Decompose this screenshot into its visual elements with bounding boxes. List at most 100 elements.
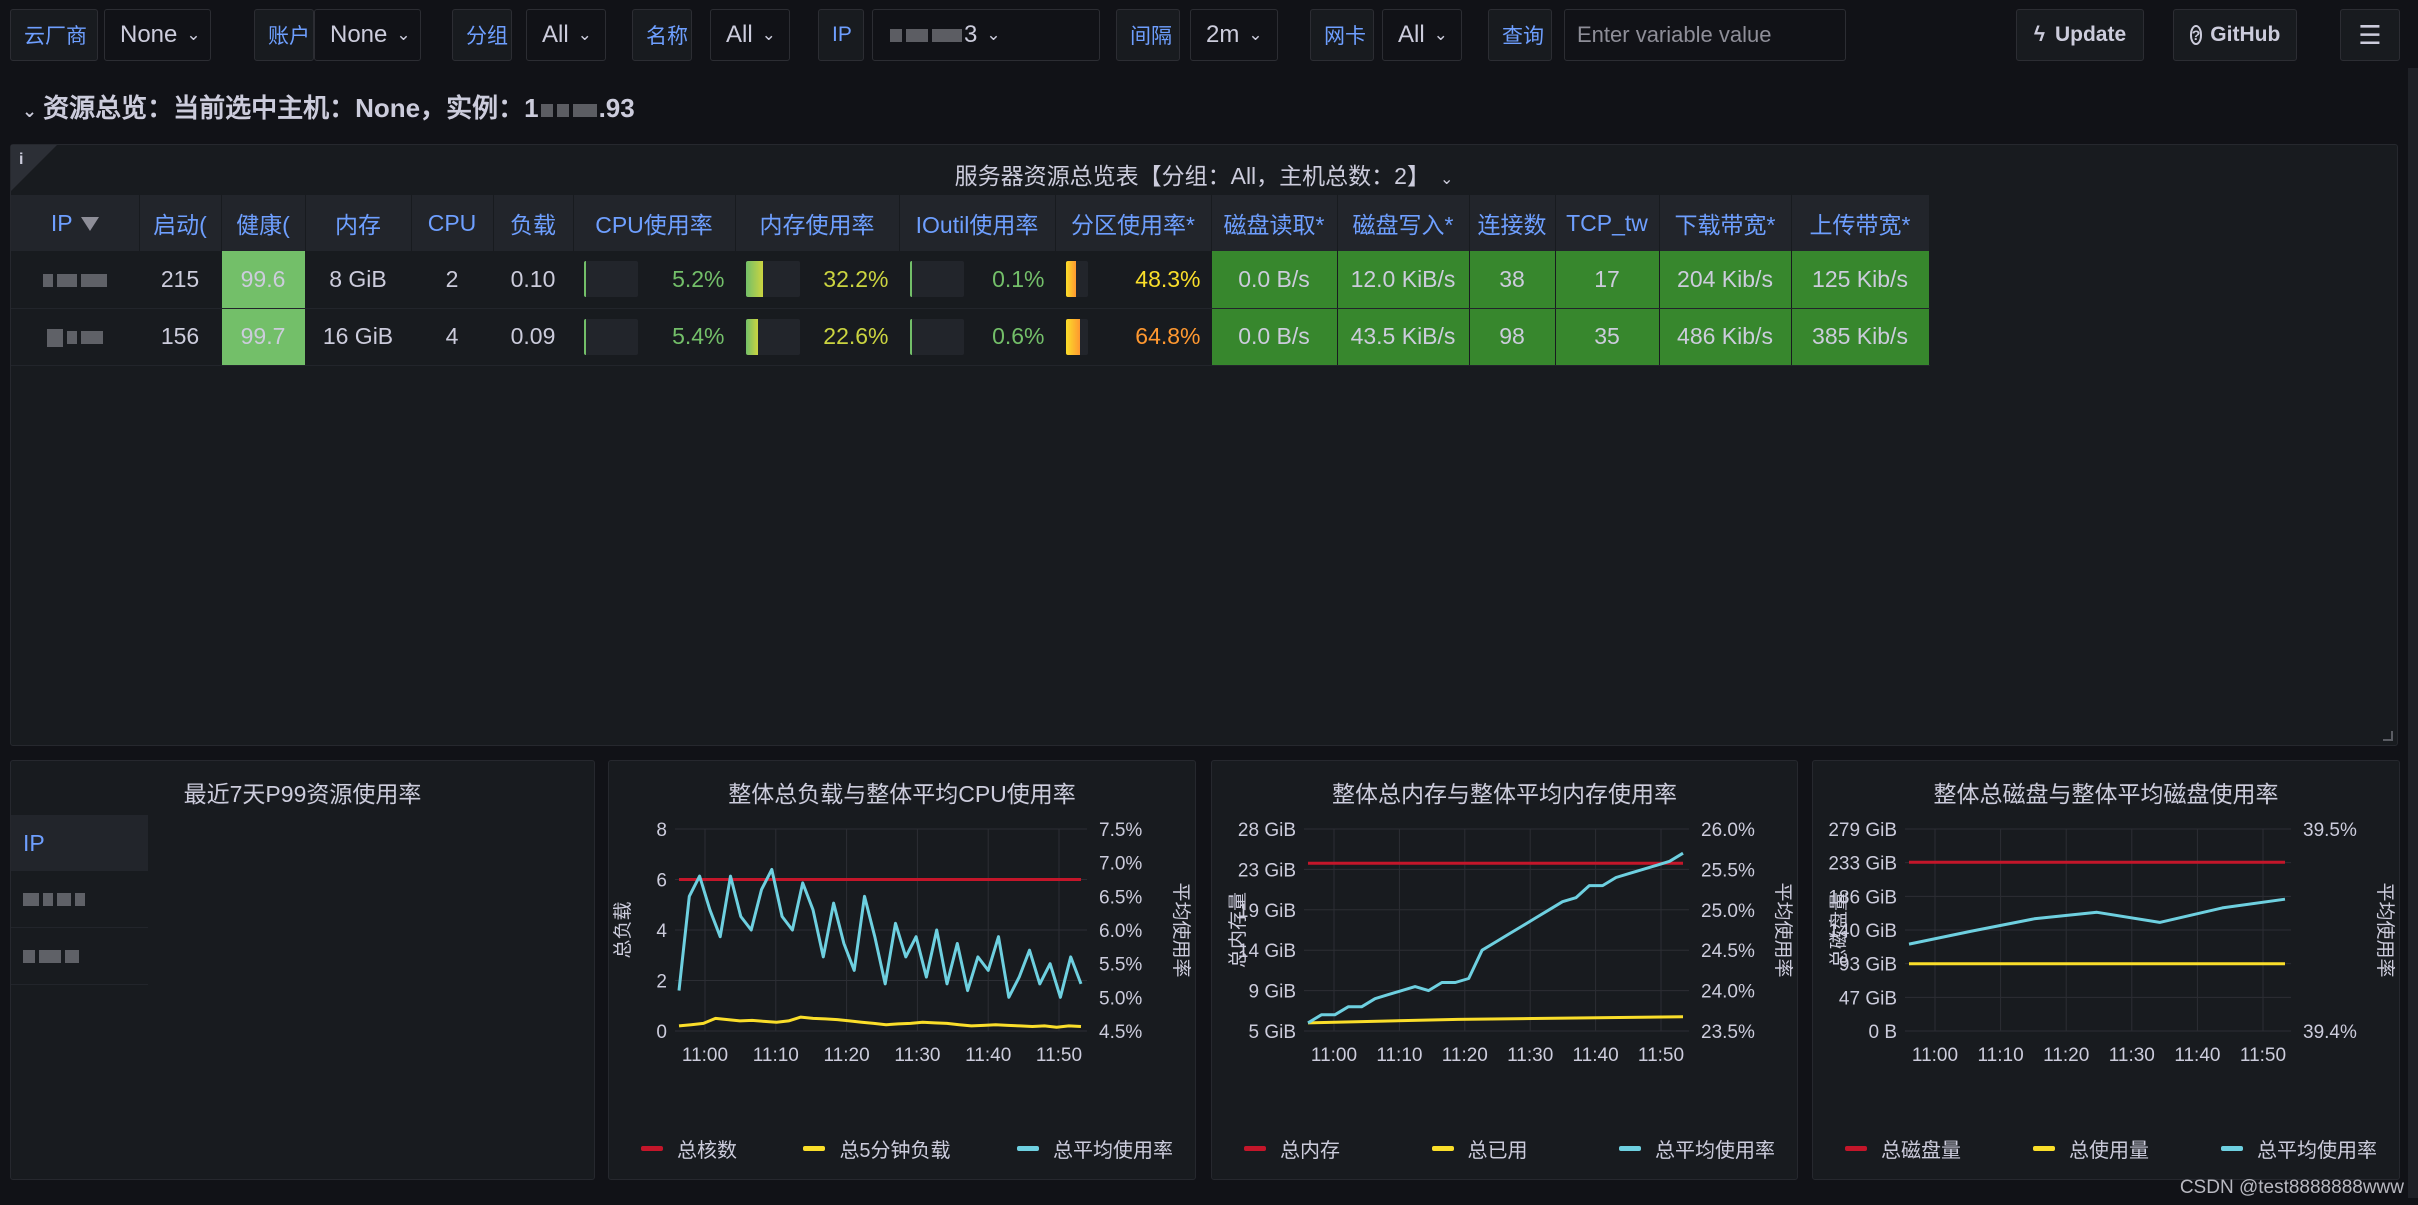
- var-select-interval[interactable]: 2m ⌄: [1190, 9, 1278, 61]
- col-header-ip[interactable]: IP: [11, 195, 140, 251]
- disk-chart-panel: 整体总磁盘与整体平均磁盘使用率 0 B 47 GiB 93 GiB 140 GiB 18…: [1812, 760, 2400, 1180]
- x-tick-label: 11:20: [2043, 1045, 2089, 1066]
- table-header-row: IP 启动( 健康( 内存 CPU 负载 CPU使用率 内存使用率 IOutil…: [11, 195, 1930, 251]
- col-header-cpu[interactable]: CPU: [411, 195, 494, 251]
- col-header-tcp-tw[interactable]: TCP_tw: [1555, 195, 1660, 251]
- query-input[interactable]: Enter variable value: [1564, 9, 1846, 61]
- y-tick-label: 47 GiB: [1839, 988, 1897, 1009]
- x-tick-label: 11:10: [753, 1045, 799, 1066]
- info-icon[interactable]: i: [19, 151, 24, 168]
- cell-uptime: 215: [139, 251, 222, 309]
- legend-item[interactable]: 总平均使用率: [1017, 1134, 1173, 1163]
- p99-panel: 最近7天P99资源使用率 IP: [10, 760, 595, 1180]
- redacted-block: [572, 103, 597, 117]
- redacted-block: [57, 892, 71, 906]
- legend-item[interactable]: 总使用量: [2033, 1134, 2149, 1163]
- panel-title[interactable]: 整体总磁盘与整体平均磁盘使用率: [1933, 781, 2279, 807]
- y-tick-label: 8: [656, 820, 667, 841]
- panel-title[interactable]: 整体总内存与整体平均内存使用率: [1332, 781, 1677, 807]
- x-tick-label: 11:00: [682, 1045, 728, 1066]
- y-right-tick-label: 4.5%: [1099, 1022, 1142, 1043]
- var-select-ip[interactable]: 3 ⌄: [872, 9, 1100, 61]
- var-select-group[interactable]: All ⌄: [526, 9, 606, 61]
- menu-button[interactable]: ☰: [2340, 9, 2400, 61]
- update-button[interactable]: ϟ Update: [2016, 9, 2144, 61]
- row-title-suffix: .93: [598, 93, 635, 123]
- legend-swatch: [1431, 1146, 1454, 1151]
- legend-label: 总内存: [1280, 1140, 1340, 1162]
- gauge-track: [1065, 318, 1088, 355]
- col-header-upload[interactable]: 上传带宽*: [1791, 195, 1930, 251]
- var-value: None: [330, 21, 388, 48]
- y-right-tick-label: 25.5%: [1701, 860, 1755, 881]
- gauge-track: [909, 318, 964, 355]
- var-select-nic[interactable]: All ⌄: [1382, 9, 1462, 61]
- chevron-down-icon: ⌄: [761, 25, 776, 44]
- var-value: All: [726, 21, 753, 48]
- gauge-track: [1065, 261, 1088, 298]
- legend-label: 总已用: [1467, 1140, 1528, 1162]
- cell-download: 486 Kib/s: [1659, 308, 1792, 366]
- col-header-load[interactable]: 负载: [493, 195, 574, 251]
- var-value: None: [120, 21, 178, 48]
- col-header-disk-write[interactable]: 磁盘写入*: [1337, 195, 1470, 251]
- cell-mem-pct: 22.6%: [735, 308, 900, 366]
- col-header-download[interactable]: 下载带宽*: [1659, 195, 1792, 251]
- var-select-cloud[interactable]: None ⌄: [104, 9, 211, 61]
- var-select-name[interactable]: All ⌄: [710, 9, 790, 61]
- legend-item[interactable]: 总平均使用率: [2221, 1134, 2377, 1163]
- panel-title[interactable]: 最近7天P99资源使用率: [183, 781, 422, 807]
- y-right-tick-label: 6.5%: [1099, 887, 1142, 908]
- cell-disk-write: 43.5 KiB/s: [1337, 308, 1470, 366]
- gauge-value: 5.4%: [672, 323, 725, 349]
- y-right-axis-label: 平均使用率: [1170, 882, 1192, 977]
- cell-load: 0.10: [493, 251, 574, 309]
- x-tick-label: 11:50: [1036, 1045, 1082, 1066]
- col-header-health[interactable]: 健康(: [221, 195, 306, 251]
- y-right-tick-label: 7.5%: [1099, 820, 1142, 841]
- p99-col-header[interactable]: IP: [11, 815, 148, 871]
- redacted-block: [540, 103, 553, 117]
- page-scrollbar[interactable]: [2408, 68, 2418, 1198]
- x-tick-label: 11:50: [2240, 1045, 2286, 1066]
- row-title-text: 资源总览：当前选中主机：None，实例：1: [43, 93, 539, 123]
- filter-icon[interactable]: [80, 217, 99, 232]
- resize-handle[interactable]: [2383, 731, 2393, 741]
- col-header-io-pct[interactable]: IOutil使用率: [899, 195, 1056, 251]
- y-right-tick-label: 24.0%: [1701, 982, 1755, 1003]
- cell-conn: 38: [1469, 251, 1556, 309]
- legend-item[interactable]: 总内存: [1244, 1134, 1340, 1163]
- legend-item[interactable]: 总已用: [1431, 1134, 1528, 1163]
- query-placeholder: Enter variable value: [1577, 22, 1772, 47]
- chevron-down-icon: ⌄: [577, 25, 592, 44]
- legend-swatch: [1244, 1146, 1266, 1151]
- legend-item[interactable]: 总核数: [641, 1134, 737, 1163]
- col-header-part-pct[interactable]: 分区使用率*: [1055, 195, 1212, 251]
- panel-title[interactable]: 服务器资源总览表【分组：All，主机总数：2】 ⌄: [11, 157, 2397, 191]
- lightning-icon: ϟ: [2033, 23, 2045, 46]
- row-title[interactable]: ⌄ 资源总览：当前选中主机：None，实例：1 .93: [22, 88, 635, 125]
- p99-row: [11, 928, 148, 985]
- legend-item[interactable]: 总5分钟负载: [803, 1134, 951, 1163]
- y-tick-label: 279 GiB: [1828, 820, 1897, 841]
- col-header-mem-pct[interactable]: 内存使用率: [735, 195, 900, 251]
- var-select-account[interactable]: None ⌄: [314, 9, 421, 61]
- y-right-axis-label: 平均使用率: [1772, 882, 1794, 977]
- col-header-cpu-pct[interactable]: CPU使用率: [573, 195, 736, 251]
- redacted-block: [890, 28, 902, 42]
- panel-title[interactable]: 整体总负载与整体平均CPU使用率: [728, 781, 1076, 807]
- col-header-mem[interactable]: 内存: [305, 195, 412, 251]
- github-button[interactable]: ? GitHub: [2173, 9, 2297, 61]
- y-tick-label: 93 GiB: [1839, 955, 1897, 976]
- col-header-conn[interactable]: 连接数: [1469, 195, 1556, 251]
- y-right-tick-label: 5.5%: [1099, 955, 1142, 976]
- var-label-name: 名称: [632, 9, 692, 61]
- col-header-disk-read[interactable]: 磁盘读取*: [1211, 195, 1338, 251]
- legend-item[interactable]: 总磁盘量: [1845, 1134, 1961, 1163]
- legend-item[interactable]: 总平均使用率: [1619, 1134, 1775, 1163]
- redacted-block: [43, 892, 53, 906]
- redacted-block: [46, 328, 63, 347]
- series-line: [677, 867, 1083, 999]
- redacted-block: [56, 274, 77, 288]
- col-header-uptime[interactable]: 启动(: [139, 195, 222, 251]
